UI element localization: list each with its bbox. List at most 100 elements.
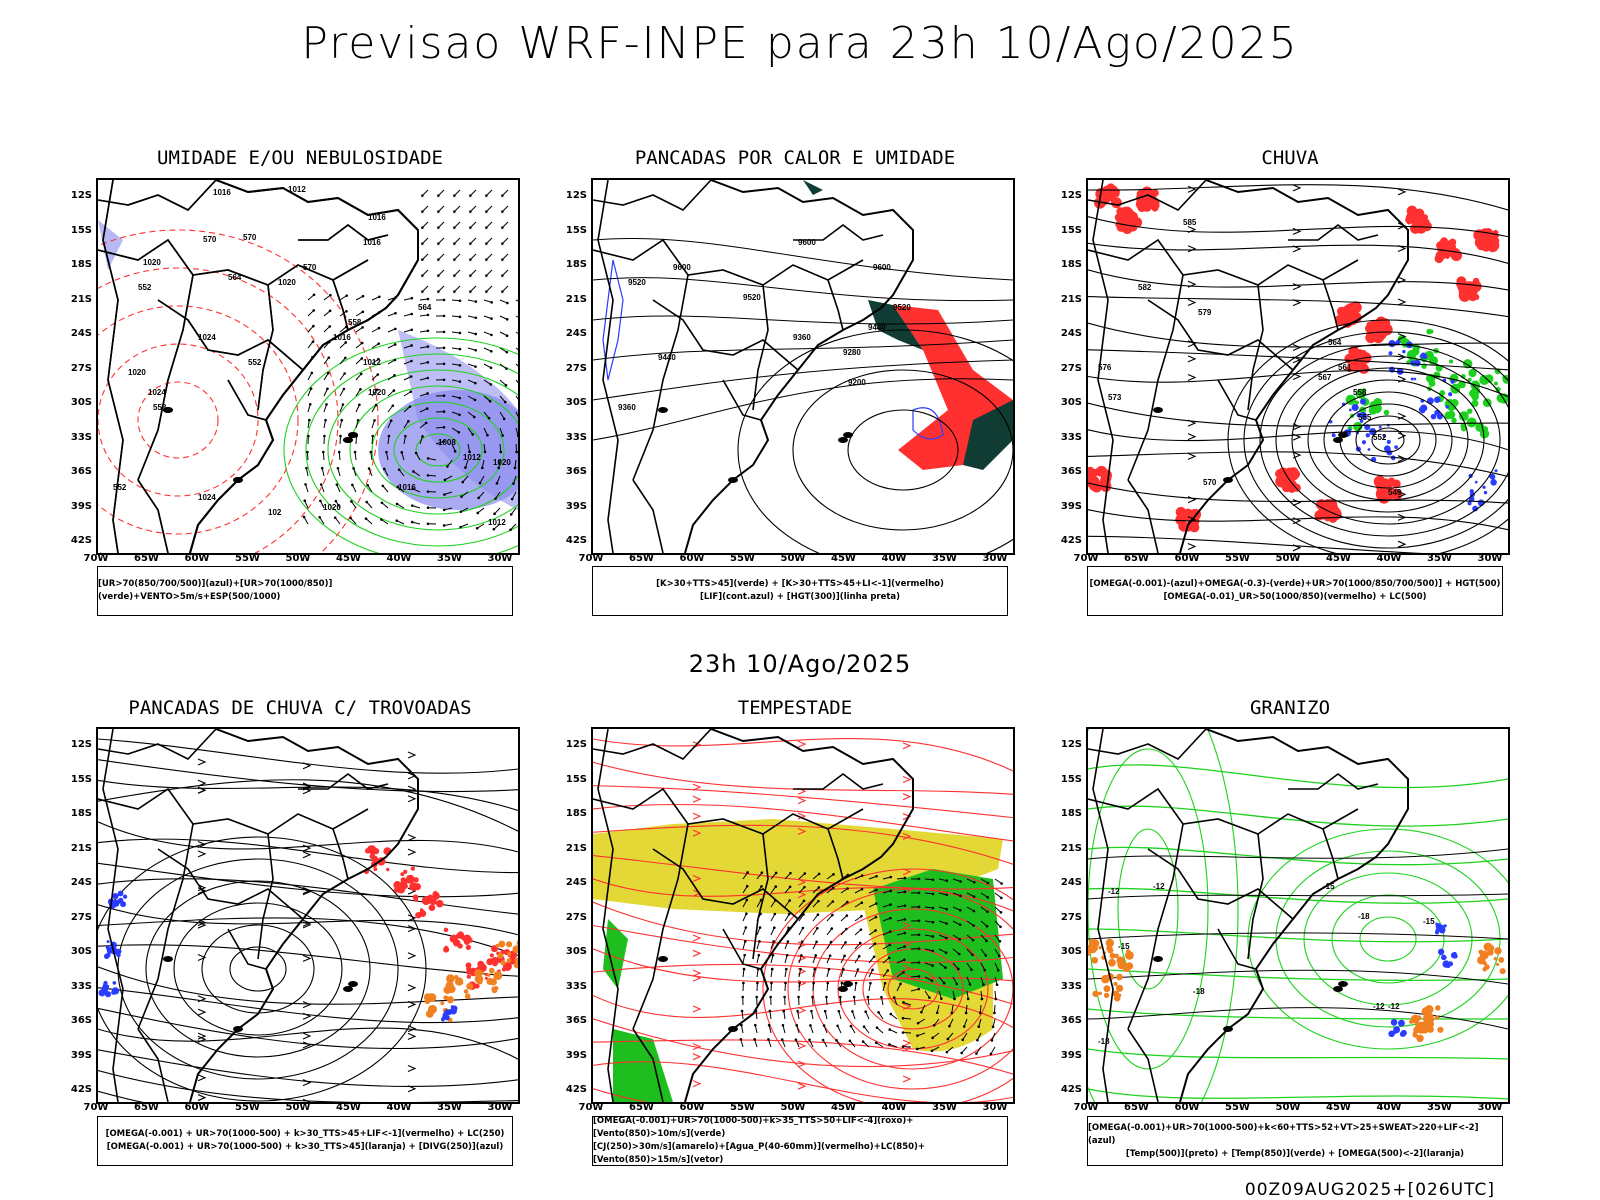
lat-tick-label: 39S [1060,500,1082,512]
lon-tick-label: 30W [1477,553,1503,564]
contour-label: 9440 [868,323,886,332]
lat-tick-label: 21S [565,293,587,305]
panel-title-chuva: CHUVA [1261,147,1319,169]
lon-tick-label: 35W [932,553,957,564]
map-canvas: 1016 1012 1016 1016 1020 1020 1024 1020 1016 1012… [98,180,518,553]
lat-tick-label: 42S [565,1084,587,1095]
contour-label: 9200 [848,378,866,387]
legend-line: [OMEGA(-0.001)+UR>70(1000-500)+k<60+TTS>… [1088,1122,1479,1146]
lat-tick-label: 21S [1060,293,1082,305]
contour-label: 558 [348,318,362,327]
lon-tick-label: 35W [437,553,462,564]
lon-tick-label: 50W [780,1102,806,1113]
legend-line: [UR>70(850/700/500)](azul)+[UR>70(1000/8… [98,579,333,602]
lon-tick-label: 40W [1376,1102,1402,1113]
legend-umidade: [UR>70(850/700/500)](azul)+[UR>70(1000/8… [97,566,513,616]
contour-label: -12 [1153,882,1165,891]
contour-label: 567 [1318,373,1332,382]
map-granizo: -12 -12 -15 -18 -18 -15 -12 -18 -15 -12 [1086,727,1510,1104]
contour-label: -18 [1193,987,1205,996]
contour-label: 552 [248,358,262,367]
lat-tick-label: 39S [565,500,587,512]
lon-tick-label: 60W [184,553,210,564]
lon-tick-label: 35W [932,1102,957,1113]
lon-tick-label: 70W [83,1102,109,1113]
lon-tick-label: 40W [881,1102,907,1113]
lat-tick-label: 30S [1060,946,1082,957]
lat-tick-label: 30S [565,397,587,408]
run-stamp: 00Z09AUG2025+[026UTC] [1244,1180,1495,1200]
lat-tick-label: 21S [70,293,92,305]
lon-tick-label: 70W [1073,1102,1099,1113]
lon-tick-label: 50W [780,553,806,564]
lon-tick-label: 45W [831,1102,856,1113]
lon-tick-label: 55W [730,1102,755,1113]
lon-tick-label: 70W [1073,553,1099,564]
contour-label: 573 [1108,393,1122,402]
lat-tick-label: 27S [70,362,92,374]
contour-label: 558 [153,403,167,412]
lat-tick-label: 36S [1060,1015,1082,1026]
lon-tick-label: 55W [235,1102,260,1113]
lat-tick-label: 12S [1060,190,1082,201]
map-canvas [593,729,1013,1102]
lat-tick-label: 39S [565,1049,587,1061]
lat-tick-label: 27S [70,911,92,923]
legend-line: [Temp(500)](preto) + [Temp(850)](verde) … [1125,1148,1465,1159]
lon-tick-label: 60W [679,553,705,564]
lon-tick-label: 60W [184,1102,210,1113]
lon-tick-label: 65W [629,553,654,564]
contour-label: 564 [418,303,432,312]
lon-tick-label: 50W [1275,1102,1301,1113]
lon-tick-label: 65W [629,1102,654,1113]
lon-tick-label: 70W [578,1102,604,1113]
contour-label: 564 [228,273,242,282]
lat-tick-label: 27S [565,911,587,923]
lon-tick-label: 65W [134,553,159,564]
contour-label: 1020 [278,278,296,287]
contour-label: 570 [203,235,217,244]
panel-title-pancadas-calor: PANCADAS POR CALOR E UMIDADE [634,147,956,169]
contour-label: 9600 [798,238,816,247]
lon-tick-label: 65W [1124,553,1149,564]
lat-tick-label: 33S [1060,431,1082,443]
lat-tick-label: 18S [70,808,92,819]
contour-label: 579 [1198,308,1212,317]
lon-tick-label: 60W [1174,553,1200,564]
contour-label: 582 [1138,283,1152,292]
contour-label: 1024 [198,493,216,502]
lat-tick-label: 18S [1060,808,1082,819]
contour-label: 1016 [333,333,351,342]
lat-tick-label: 30S [565,946,587,957]
contour-label: 1020 [143,258,161,267]
contour-label: 102 [268,508,282,517]
lon-tick-label: 55W [235,553,260,564]
map-pancadas-calor: 9600 9600 9600 9520 9520 9520 9440 9440 9360 9360… [591,178,1015,555]
lon-tick-label: 65W [134,1102,159,1113]
contour-label: 1024 [148,388,166,397]
lon-tick-label: 70W [83,553,109,564]
lat-tick-label: 24S [70,328,92,339]
lat-tick-label: 30S [70,946,92,957]
contour-label: 1020 [493,458,511,467]
map-pancadas-trovoadas [96,727,520,1104]
lon-tick-label: 35W [1427,553,1452,564]
lon-tick-label: 45W [336,1102,361,1113]
lon-tick-label: 60W [1174,1102,1200,1113]
lat-tick-label: 39S [70,1049,92,1061]
lat-tick-label: 15S [70,773,92,785]
legend-pancadas-trovoadas: [OMEGA(-0.001) + UR>70(1000-500) + k>30_… [97,1116,513,1166]
lon-tick-label: 40W [1376,553,1402,564]
lat-tick-label: 24S [70,877,92,888]
lat-tick-label: 27S [1060,362,1082,374]
lat-tick-label: 15S [565,773,587,785]
contour-label: 9360 [793,333,811,342]
lon-tick-label: 50W [285,1102,311,1113]
lon-tick-label: 45W [1326,1102,1351,1113]
lat-tick-label: 33S [70,980,92,992]
contour-label: 1012 [488,518,506,527]
contour-label: 576 [1098,363,1112,372]
lat-tick-label: 12S [565,739,587,750]
lat-tick-label: 30S [70,397,92,408]
lat-tick-label: 21S [565,842,587,854]
